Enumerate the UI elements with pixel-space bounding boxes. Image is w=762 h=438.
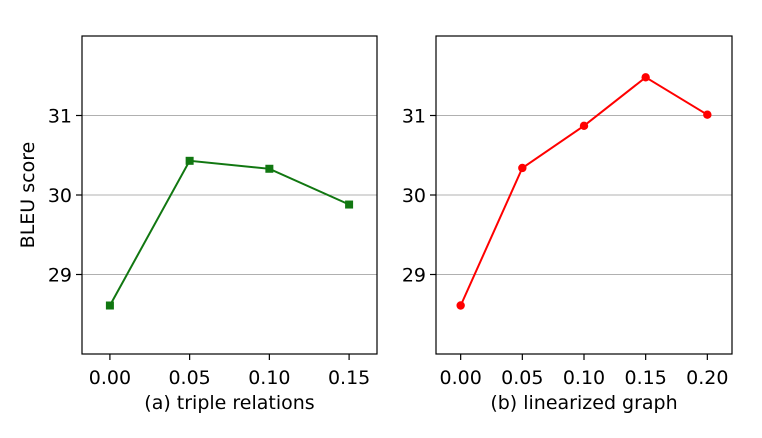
plot-frame [81, 35, 378, 355]
x-tick-label: 0.05 [501, 367, 543, 389]
y-axis-title: BLEU score [17, 142, 39, 249]
data-point [579, 121, 589, 131]
y-tick-label: 31 [402, 106, 426, 128]
data-point [185, 156, 194, 165]
x-tick-label: 0.10 [563, 367, 605, 389]
data-point [265, 164, 274, 173]
x-tick-label: 0.15 [625, 367, 667, 389]
x-tick-label: 0.15 [328, 367, 370, 389]
series-line [459, 76, 708, 306]
y-tick-label: 30 [48, 185, 72, 207]
x-tick-label: 0.10 [248, 367, 290, 389]
data-point [703, 110, 712, 119]
x-tick-label: 0.00 [89, 367, 131, 389]
y-tick-label: 31 [48, 106, 72, 128]
data-point [456, 301, 465, 310]
panel-a: 29 30 31 0.00 0.05 0.10 0.15 (a) triple relatio… [17, 35, 378, 414]
x-tick-label: 0.20 [686, 367, 728, 389]
data-point [518, 163, 527, 173]
data-point [345, 200, 354, 209]
plot-frame [435, 35, 733, 355]
data-point [641, 73, 650, 82]
series-line [109, 159, 350, 306]
x-tick-label: 0.05 [168, 367, 210, 389]
x-axis-title: (a) triple relations [144, 392, 314, 414]
y-tick-label: 29 [402, 265, 426, 287]
data-point [105, 301, 114, 310]
y-tick-label: 29 [48, 265, 72, 287]
y-tick-label: 30 [402, 185, 426, 207]
x-axis-title: (b) linearized graph [490, 392, 677, 414]
panel-b: 29 30 31 0.00 0.05 0.10 0.15 0.20 (b) linearized… [402, 35, 733, 414]
x-tick-label: 0.00 [440, 367, 482, 389]
